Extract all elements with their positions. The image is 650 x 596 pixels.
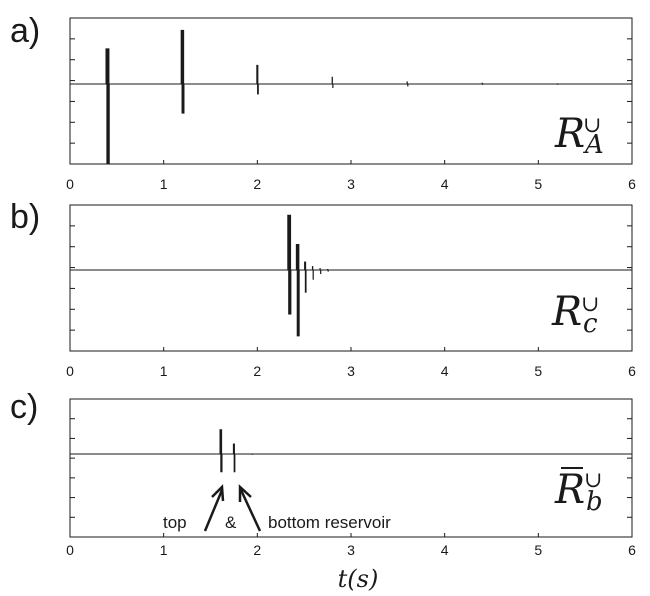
panel-a: a) 0 1 2 3 4 5 6 R ∪ A xyxy=(10,12,636,192)
panel-c-label-main: R xyxy=(554,467,585,513)
panel-b-xtick-5: 5 xyxy=(534,363,542,379)
panel-b-xtick-3: 3 xyxy=(347,363,355,379)
panel-c-label-sup: ∪ xyxy=(584,468,602,493)
panel-b: b) 0 1 2 3 4 5 6 R ∪ c xyxy=(10,198,636,379)
panel-b-series-label: R ∪ c xyxy=(551,289,599,339)
panel-a-xtick-2: 2 xyxy=(253,176,261,192)
panel-b-ticks xyxy=(69,225,633,351)
panel-c-tag: c) xyxy=(10,388,38,426)
panel-a-xtick-1: 1 xyxy=(160,176,168,192)
panel-a-xtick-4: 4 xyxy=(441,176,449,192)
panel-a-xtick-3: 3 xyxy=(347,176,355,192)
panel-b-xtick-2: 2 xyxy=(253,363,261,379)
panel-a-label-sub: A xyxy=(583,130,604,160)
panel-c-spikes xyxy=(70,429,632,473)
annotation-bottom-reservoir-text: bottom reservoir xyxy=(268,513,391,532)
panel-a-xtick-6: 6 xyxy=(628,176,636,192)
panel-c-series-label: R ∪ b xyxy=(554,467,603,517)
panel-a-xtick-5: 5 xyxy=(534,176,542,192)
panel-b-tag: b) xyxy=(10,198,40,236)
annotation-top-text: top xyxy=(163,513,187,532)
panel-a-tag: a) xyxy=(10,12,40,50)
panel-b-label-sub: c xyxy=(583,309,598,339)
x-axis-label: t(s) xyxy=(338,565,379,593)
panel-c-xtick-0: 0 xyxy=(66,542,74,558)
panel-b-xtick-0: 0 xyxy=(66,363,74,379)
panel-b-xtick-4: 4 xyxy=(441,363,449,379)
panel-c-xtick-labels: 0 1 2 3 4 5 6 xyxy=(66,542,636,558)
panel-c-xtick-4: 4 xyxy=(441,542,449,558)
x-axis-title: t(s) xyxy=(338,565,379,593)
panel-b-frame xyxy=(69,204,633,352)
panel-a-frame xyxy=(69,17,633,165)
panel-c-xtick-6: 6 xyxy=(628,542,636,558)
panel-c-xtick-2: 2 xyxy=(253,542,261,558)
arrow-bottom-head xyxy=(238,484,252,502)
arrow-bottom-shaft xyxy=(239,489,262,532)
panel-a-ticks xyxy=(69,38,633,164)
arrow-top-reservoir xyxy=(203,484,225,532)
panel-c-ticks xyxy=(69,418,633,537)
panel-b-xtick-1: 1 xyxy=(160,363,168,379)
panel-c-xtick-5: 5 xyxy=(534,542,542,558)
panel-b-spikes xyxy=(70,214,632,337)
panel-a-xtick-0: 0 xyxy=(66,176,74,192)
panel-b-label-sup: ∪ xyxy=(581,292,599,317)
panel-c-xtick-1: 1 xyxy=(160,542,168,558)
panel-a-series-label: R ∪ A xyxy=(554,111,604,160)
reservoir-annotation: top & bottom reservoir xyxy=(163,484,391,532)
annotation-ampersand: & xyxy=(225,513,237,532)
panel-a-spikes xyxy=(70,29,632,164)
panel-c-xtick-3: 3 xyxy=(347,542,355,558)
panel-a-label-sup: ∪ xyxy=(583,113,601,138)
arrow-bottom-reservoir xyxy=(238,484,262,532)
panel-a-label-main: R xyxy=(554,111,585,157)
panel-b-label-main: R xyxy=(551,289,582,335)
panel-c-label-sub: b xyxy=(586,487,603,517)
panel-c: c) 0 1 2 3 4 5 6 R ∪ b top & bottom rese… xyxy=(10,388,636,558)
panel-b-xtick-labels: 0 1 2 3 4 5 6 xyxy=(66,363,636,379)
panel-b-xtick-6: 6 xyxy=(628,363,636,379)
panel-a-xtick-labels: 0 1 2 3 4 5 6 xyxy=(66,176,636,192)
arrow-top-head xyxy=(211,484,225,502)
arrow-top-shaft xyxy=(203,489,224,532)
